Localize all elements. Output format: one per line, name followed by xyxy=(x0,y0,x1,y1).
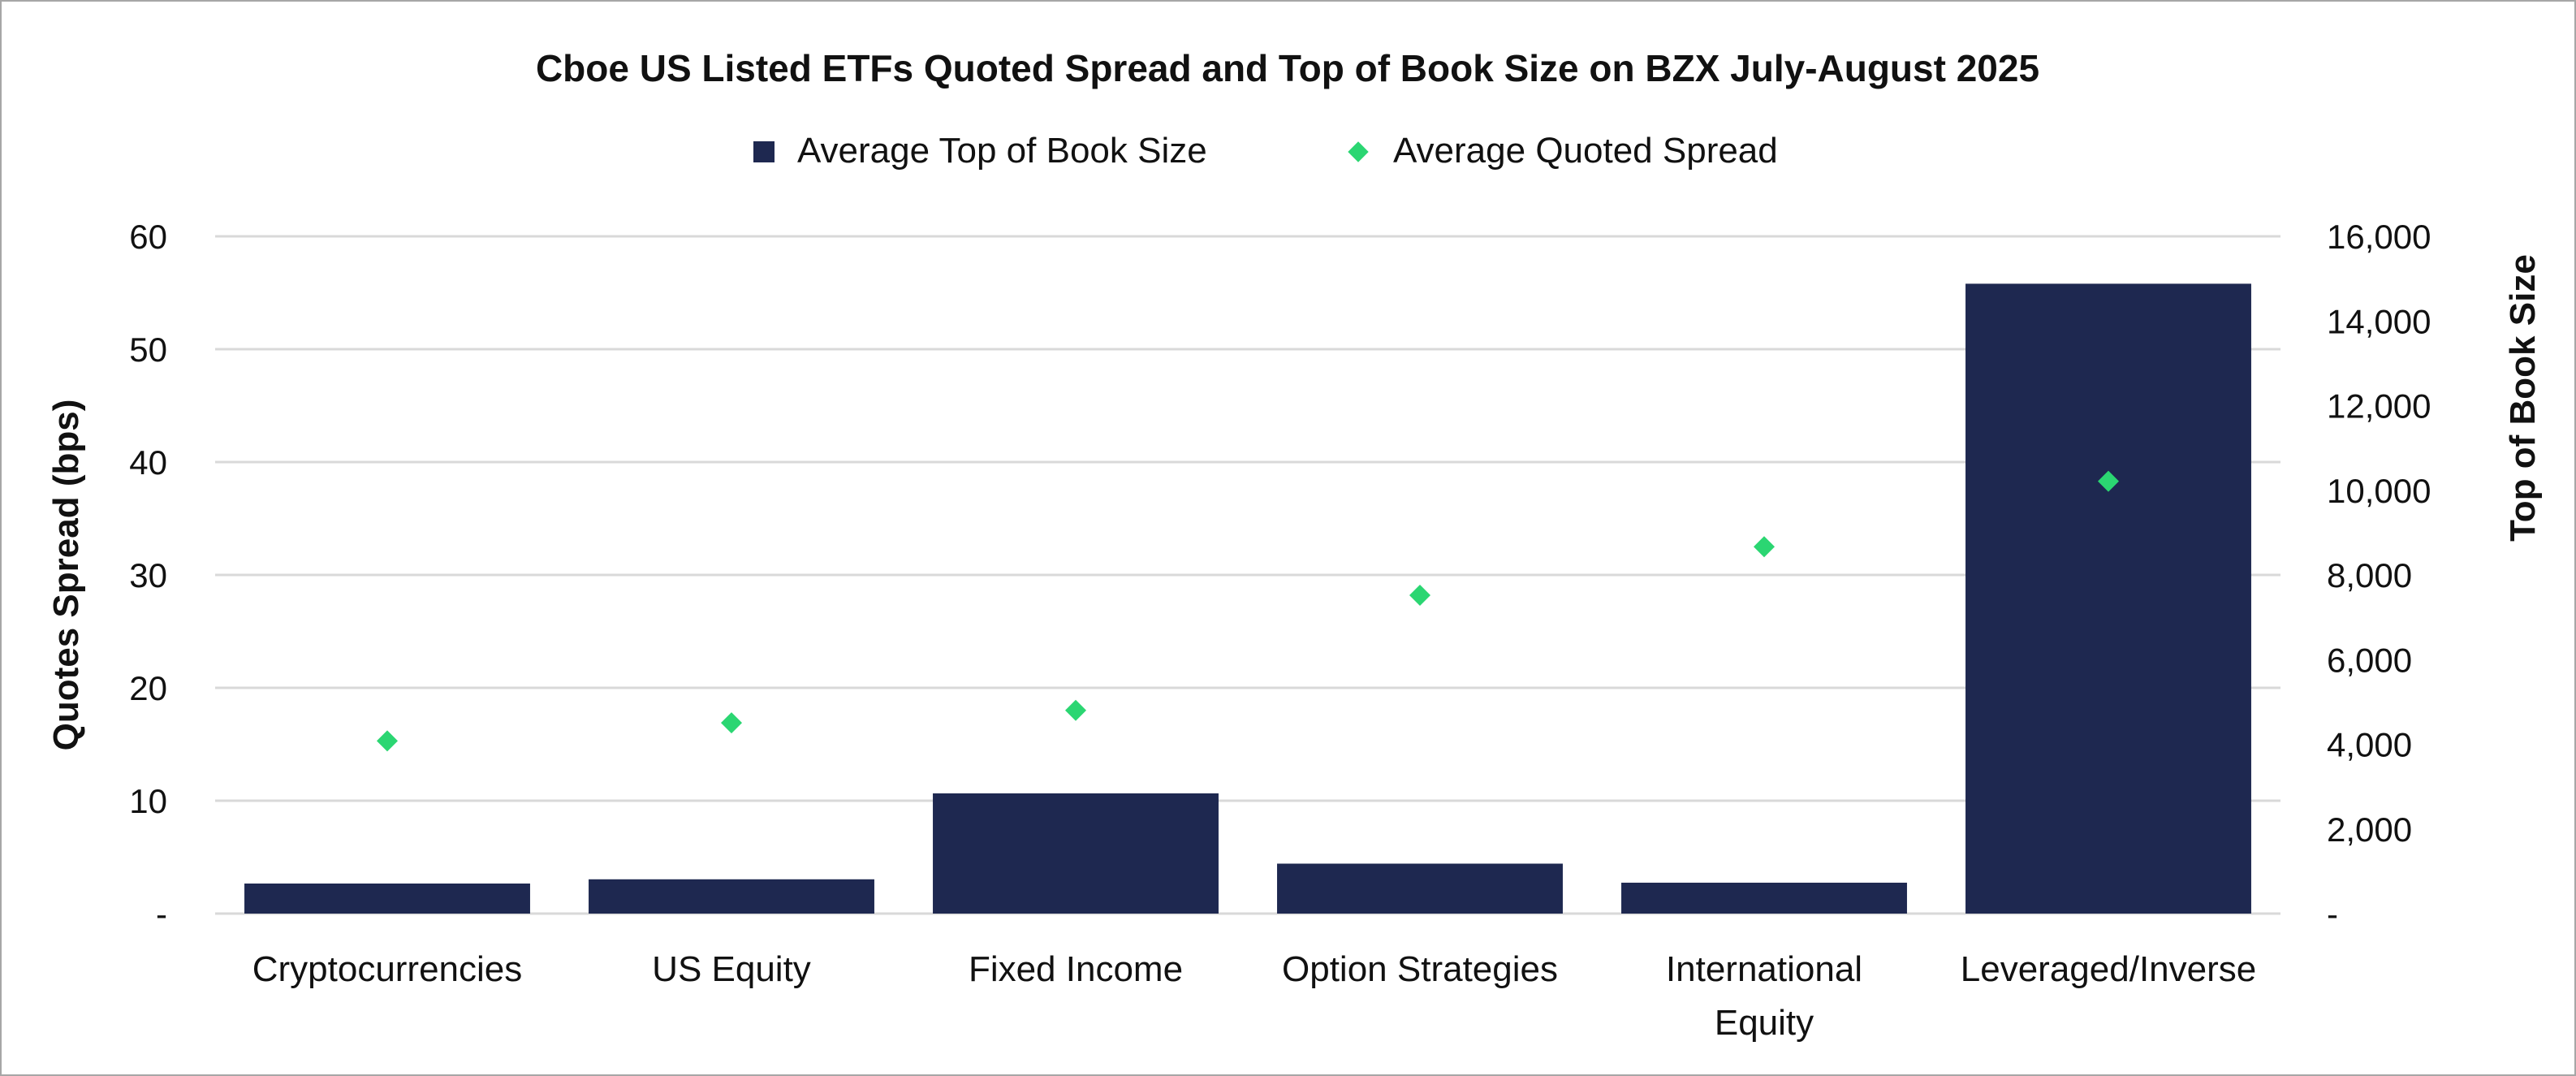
y2-tick-label: 4,000 xyxy=(2327,726,2412,764)
y-tick-label: 50 xyxy=(129,331,167,369)
bar xyxy=(933,793,1219,914)
x-tick-label: Equity xyxy=(1715,1003,1814,1043)
y2-tick-label: 6,000 xyxy=(2327,641,2412,679)
legend-diamond-label: Average Quoted Spread xyxy=(1393,131,1778,171)
y-tick-label: 30 xyxy=(129,556,167,594)
legend-diamond-swatch xyxy=(1348,141,1369,162)
x-axis-labels: Cryptocurrencies US Equity Fixed Income Opt… xyxy=(252,949,2257,1043)
diamond-marker xyxy=(1754,536,1775,558)
y-axis-ticks: - 10 20 30 40 50 60 xyxy=(129,218,167,933)
bar-series xyxy=(244,283,2251,914)
bar xyxy=(1965,283,2251,914)
diamond-marker xyxy=(1065,699,1086,721)
y-axis-title: Quotes Spread (bps) xyxy=(46,400,86,751)
y2-tick-label: 16,000 xyxy=(2327,218,2431,256)
y-tick-label: 60 xyxy=(129,218,167,256)
y2-tick-label: 2,000 xyxy=(2327,810,2412,849)
diamond-marker xyxy=(2098,470,2119,492)
bar xyxy=(1621,882,1907,914)
y2-axis-ticks: - 2,000 4,000 6,000 8,000 10,000 12,000 14,000 1… xyxy=(2327,218,2431,933)
y2-tick-label: 10,000 xyxy=(2327,472,2431,510)
diamond-marker xyxy=(721,712,742,734)
gridlines xyxy=(215,235,2280,915)
bar xyxy=(244,883,530,914)
diamond-marker xyxy=(1409,585,1430,607)
x-tick-label: Option Strategies xyxy=(1282,949,1558,989)
y-tick-label: 40 xyxy=(129,443,167,482)
y2-tick-label: - xyxy=(2327,895,2338,933)
y-tick-label: 20 xyxy=(129,669,167,707)
y2-tick-label: 12,000 xyxy=(2327,387,2431,426)
legend: Average Top of Book Size Average Quoted … xyxy=(753,131,1778,171)
diamond-marker xyxy=(377,730,398,752)
bar xyxy=(1277,863,1563,914)
x-tick-label: International xyxy=(1666,949,1862,989)
legend-bar-swatch xyxy=(753,141,775,162)
legend-bar-label: Average Top of Book Size xyxy=(797,131,1207,171)
y-tick-label: - xyxy=(156,895,167,933)
x-tick-label: Cryptocurrencies xyxy=(252,949,523,989)
bar xyxy=(589,879,874,914)
chart-title: Cboe US Listed ETFs Quoted Spread and To… xyxy=(536,47,2039,89)
y2-tick-label: 14,000 xyxy=(2327,302,2431,340)
y2-tick-label: 8,000 xyxy=(2327,556,2412,594)
x-tick-label: US Equity xyxy=(652,949,811,989)
x-tick-label: Fixed Income xyxy=(969,949,1183,989)
y-tick-label: 10 xyxy=(129,782,167,820)
x-tick-label: Leveraged/Inverse xyxy=(1961,949,2256,989)
y2-axis-title: Top of Book Size xyxy=(2503,254,2543,542)
diamond-series xyxy=(377,470,2119,752)
